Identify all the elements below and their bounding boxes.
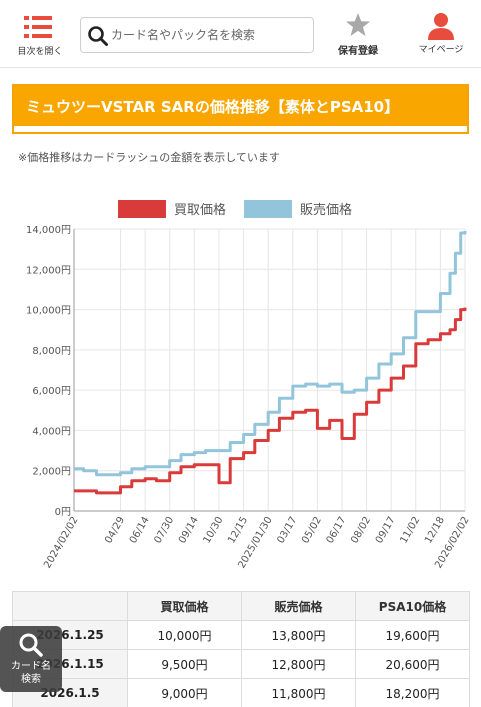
- y-tick-label: 8,000円: [32, 346, 71, 357]
- top-header: 目次を開く 保有登録 マイページ: [0, 0, 481, 68]
- table-header-date: [12, 591, 128, 621]
- user-icon: [428, 13, 454, 40]
- legend-label: 販売価格: [300, 202, 352, 218]
- menu-label: 目次を開く: [17, 47, 63, 57]
- x-tick-label: 12/15: [226, 515, 250, 545]
- x-tick-label: 06/14: [128, 515, 152, 545]
- row-sell-price: 11,800円: [241, 678, 356, 707]
- table-row: 2026.1.25 10,000円 13,800円 19,600円: [12, 620, 470, 650]
- menu-button[interactable]: 目次を開く: [14, 12, 66, 58]
- list-menu-icon: [24, 16, 52, 38]
- row-sell-price: 13,800円: [241, 620, 356, 650]
- row-buy-price: 9,500円: [127, 649, 242, 679]
- card-search-label-line1: カード名: [11, 661, 51, 672]
- series-line: [74, 307, 467, 495]
- table-header-buy: 買取価格: [127, 591, 242, 621]
- x-tick-label: 06/17: [325, 515, 349, 545]
- x-tick-label: 11/02: [398, 515, 422, 545]
- table-row: 2026.1.15 9,500円 12,800円 20,600円: [12, 649, 470, 679]
- row-psa10-price: 18,200円: [355, 678, 470, 707]
- x-tick-label: 09/17: [374, 515, 398, 545]
- series-line: [74, 231, 467, 477]
- table-header-row: 買取価格 販売価格 PSA10価格: [12, 591, 470, 621]
- star-icon: [346, 13, 370, 36]
- legend-swatch: [118, 200, 166, 218]
- x-tick-label: 2024/02/02: [42, 515, 80, 570]
- y-tick-label: 10,000円: [26, 306, 71, 317]
- row-psa10-price: 19,600円: [355, 620, 470, 650]
- price-source-note: ※価格推移はカードラッシュの金額を表示しています: [18, 151, 280, 164]
- y-tick-label: 6,000円: [32, 386, 71, 397]
- collection-button[interactable]: 保有登録: [328, 12, 388, 58]
- legend-swatch: [244, 200, 292, 218]
- card-search-label-line2: 検索: [21, 674, 41, 685]
- y-tick-label: 4,000円: [32, 426, 71, 437]
- search-icon: [19, 633, 43, 657]
- x-tick-label: 10/30: [202, 515, 226, 545]
- table-row: 2026.1.5 9,000円 11,800円 18,200円: [12, 678, 470, 707]
- x-tick-label: 05/02: [300, 515, 324, 545]
- price-history-chart: 買取価格 販売価格 0円 2,000円 4,000円 6,000円 8,000円 10,000…: [26, 200, 472, 570]
- card-search-float-button[interactable]: カード名 検索: [0, 626, 62, 692]
- row-buy-price: 9,000円: [127, 678, 242, 707]
- row-psa10-price: 20,600円: [355, 649, 470, 679]
- section-title: ミュウツーVSTAR SARの価格推移【素体とPSA10】: [26, 98, 400, 116]
- search-bar[interactable]: [80, 17, 314, 53]
- row-buy-price: 10,000円: [127, 620, 242, 650]
- banner-fill: ミュウツーVSTAR SARの価格推移【素体とPSA10】: [14, 86, 467, 126]
- x-tick-label: 08/02: [349, 515, 373, 545]
- y-tick-label: 14,000円: [26, 225, 71, 236]
- x-tick-label: 04/29: [103, 515, 127, 545]
- x-tick-label: 03/17: [275, 515, 299, 545]
- mypage-label: マイページ: [418, 45, 464, 55]
- legend-label: 買取価格: [174, 202, 226, 218]
- x-tick-label: 09/14: [177, 515, 201, 545]
- x-tick-label: 07/30: [152, 515, 176, 545]
- y-tick-label: 2,000円: [32, 467, 71, 478]
- mypage-button[interactable]: マイページ: [411, 12, 471, 58]
- y-tick-label: 12,000円: [26, 265, 71, 276]
- x-tick-label: 12/18: [423, 515, 447, 545]
- collection-label: 保有登録: [338, 46, 378, 57]
- y-tick-label: 0円: [55, 507, 71, 518]
- search-icon: [88, 26, 108, 46]
- search-input[interactable]: [111, 23, 309, 47]
- price-table: 買取価格 販売価格 PSA10価格 2026.1.25 10,000円 13,8…: [12, 591, 470, 707]
- banner-underline: [14, 126, 467, 132]
- table-header-sell: 販売価格: [241, 591, 356, 621]
- table-header-psa10: PSA10価格: [355, 591, 470, 621]
- card-search-label: カード名 検索: [0, 660, 62, 686]
- section-banner: ミュウツーVSTAR SARの価格推移【素体とPSA10】: [12, 84, 469, 134]
- row-sell-price: 12,800円: [241, 649, 356, 679]
